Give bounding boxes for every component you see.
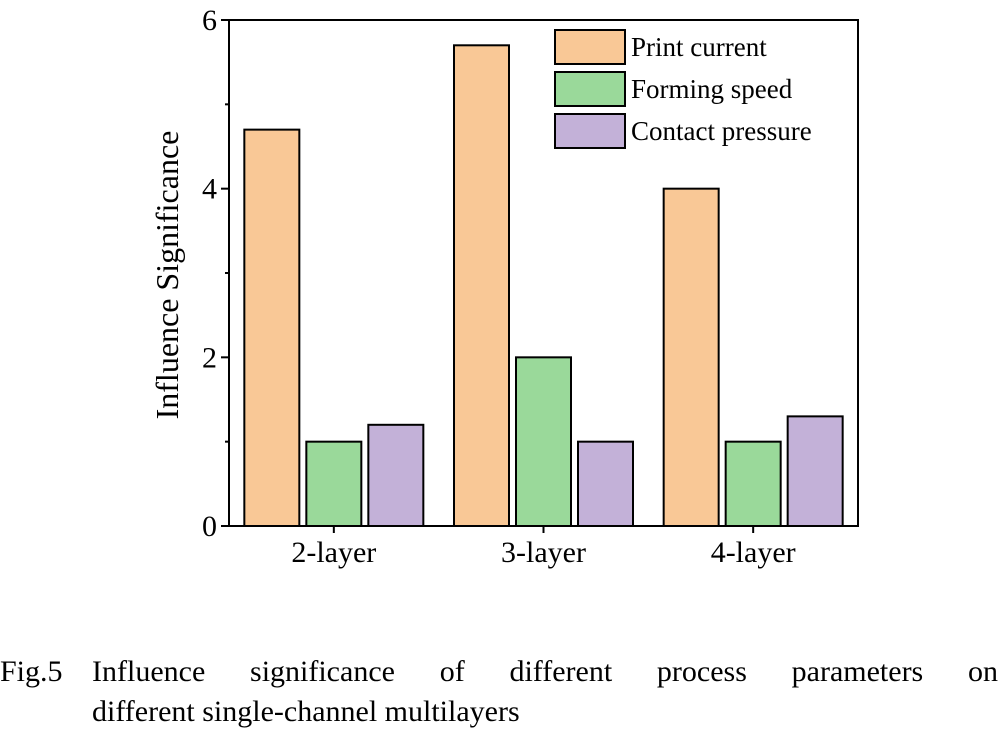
y-tick-label: 6 bbox=[202, 4, 217, 37]
bar-2-layer-print-current bbox=[243, 128, 301, 527]
y-axis-label: Influence Significance bbox=[149, 131, 185, 420]
caption-line-1: Influence significance of different proc… bbox=[92, 655, 998, 688]
x-tick-label: 4-layer bbox=[711, 536, 796, 569]
bar-3-layer-print-current bbox=[453, 44, 510, 528]
legend-swatch bbox=[554, 71, 626, 107]
y-tick-label: 4 bbox=[202, 173, 217, 206]
legend-swatch bbox=[554, 113, 626, 149]
y-tick-label: 0 bbox=[202, 510, 217, 543]
legend-label: Contact pressure bbox=[631, 116, 812, 146]
y-tick-label: 2 bbox=[202, 341, 217, 374]
x-tick-label: 2-layer bbox=[291, 536, 376, 569]
x-tick-label: 3-layer bbox=[501, 536, 586, 569]
bar-4-layer-contact-pressure bbox=[786, 415, 844, 527]
legend-label: Print current bbox=[631, 32, 767, 62]
legend-label: Forming speed bbox=[631, 74, 793, 104]
bar-3-layer-forming-speed bbox=[515, 356, 572, 528]
bar-chart: 2-layer 3-layer 4-layer 0 2 4 6 Influence Signi… bbox=[149, 4, 859, 569]
caption-line-2: different single-channel multilayers bbox=[92, 695, 520, 728]
caption-label: Fig.5 bbox=[0, 655, 63, 688]
bar-2-layer-forming-speed bbox=[305, 440, 363, 527]
bar-4-layer-forming-speed bbox=[724, 440, 782, 527]
legend-swatch bbox=[554, 29, 626, 65]
bar-4-layer-print-current bbox=[662, 187, 720, 528]
plot-frame bbox=[228, 19, 859, 527]
bar-3-layer-contact-pressure bbox=[577, 440, 634, 527]
bar-2-layer-contact-pressure bbox=[367, 423, 425, 527]
figure-caption: Fig.5 Influence significance of differen… bbox=[0, 652, 1002, 732]
